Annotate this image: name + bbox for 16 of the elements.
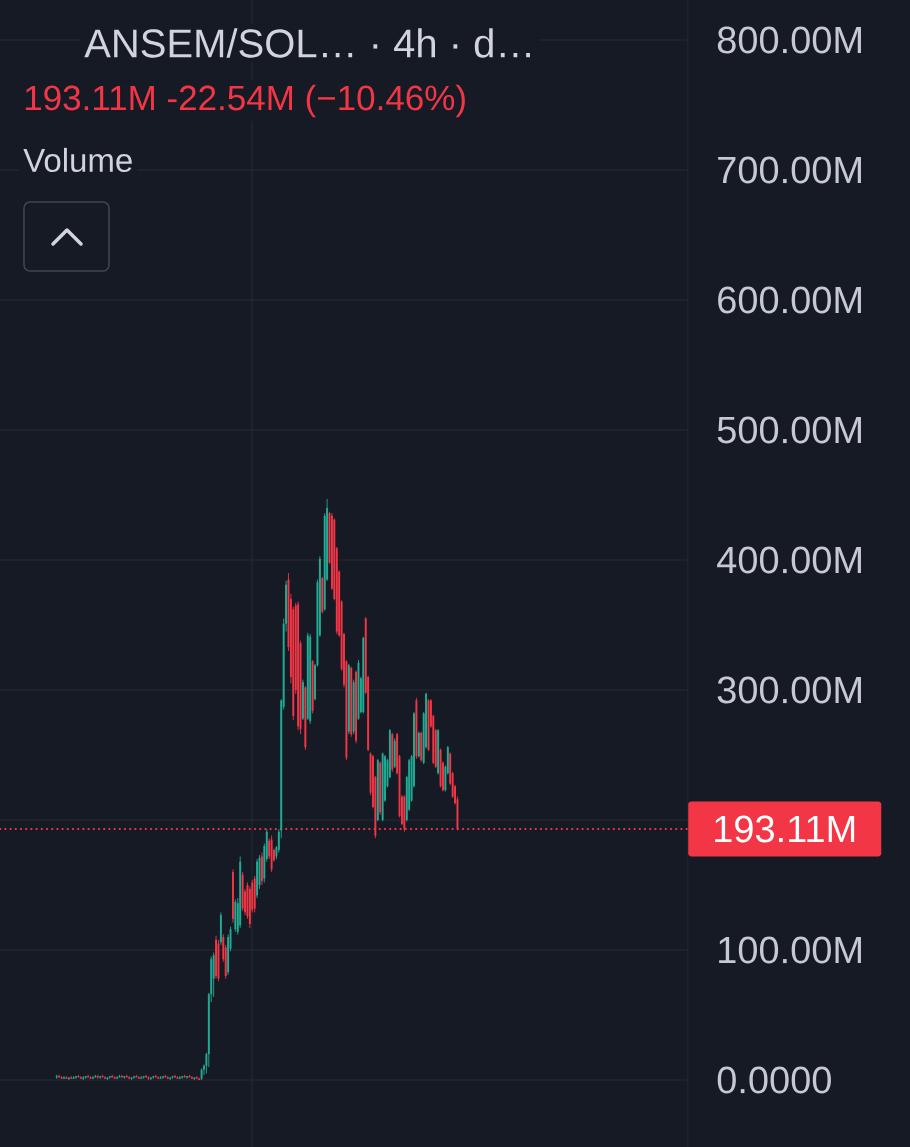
y-tick-label: 800.00M [717, 26, 861, 54]
annotation: Volume [23, 147, 132, 173]
y-tick-label: 600.00M [718, 286, 861, 314]
text: 193.11M -22.54M (−10.46%) [25, 84, 465, 118]
candlestick [231, 868, 234, 924]
y-tick-label: 100.00M [719, 936, 861, 964]
y-tick-label: 700.00M [718, 156, 861, 184]
candlestick [302, 679, 304, 721]
candlestick [212, 952, 215, 998]
candlestick [417, 731, 420, 759]
ref-line-label: 193.11M [715, 815, 855, 843]
y-tick-label: 400.00M [717, 546, 861, 574]
y-tick-label: 500.00M [717, 416, 861, 444]
y-tick-label: 0.0000 [717, 1066, 831, 1094]
y-tick-label: 300.00M [717, 676, 861, 704]
text: ANSEM/SOL… · 4h · d… [84, 28, 530, 58]
